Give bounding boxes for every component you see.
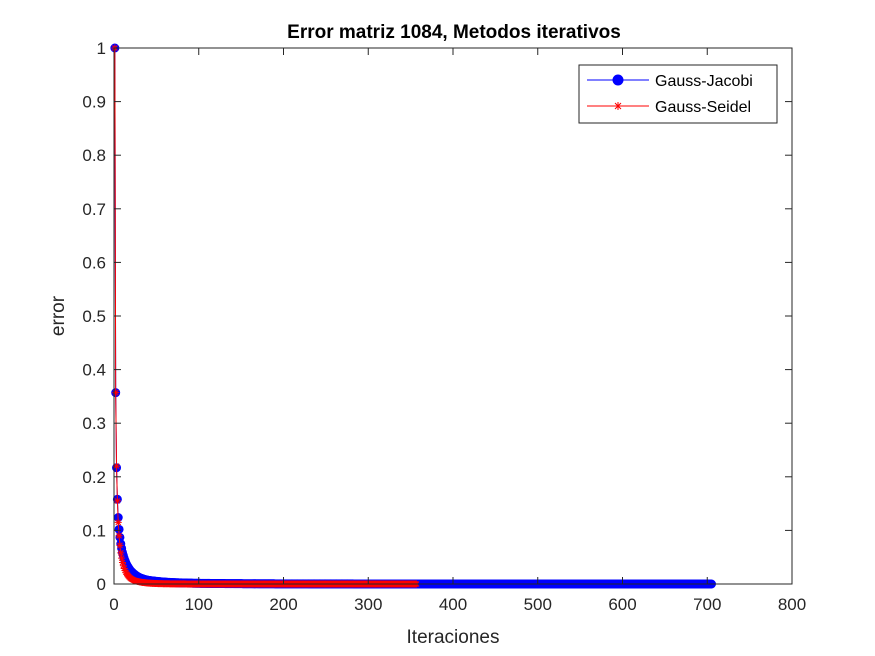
x-tick-label: 200 — [269, 595, 297, 614]
data-point — [118, 559, 126, 567]
plot-area — [110, 43, 716, 589]
x-axis-label: Iteraciones — [407, 627, 500, 648]
x-tick-label: 700 — [693, 595, 721, 614]
y-tick-label: 0.8 — [82, 146, 106, 165]
y-tick-label: 0.1 — [82, 521, 106, 540]
legend-entry: Gauss-Jacobi — [587, 73, 753, 90]
data-point — [113, 497, 121, 505]
data-point — [114, 518, 122, 526]
data-point — [120, 564, 128, 572]
y-tick-label: 0.5 — [82, 307, 106, 326]
legend-box — [578, 64, 778, 124]
x-tick-label: 300 — [354, 595, 382, 614]
y-tick-label: 0.6 — [82, 253, 106, 272]
y-tick-label: 0 — [97, 575, 106, 594]
axes-box — [113, 47, 793, 585]
data-point — [117, 549, 125, 557]
data-point — [115, 532, 123, 540]
y-tick-label: 0.9 — [82, 93, 106, 112]
x-tick-label: 400 — [439, 595, 467, 614]
chart-title: Error matriz 1084, Metodos iterativos — [287, 22, 621, 43]
data-point — [112, 389, 120, 397]
legend: Gauss-Jacobi Gauss-Seidel — [578, 64, 778, 124]
y-tick-label: 0.4 — [82, 361, 106, 380]
legend-marker — [614, 102, 622, 110]
y-axis-label: error — [48, 295, 69, 336]
x-tick-label: 800 — [778, 595, 806, 614]
legend-marker — [612, 74, 624, 86]
x-tick-label: 0 — [109, 595, 118, 614]
series-gauss-jacobi — [110, 43, 716, 589]
axes: 0 100 200 300 400 500 600 700 800 0 0.1 0.2 0.3 0.4 0.… — [82, 39, 806, 614]
y-tick-label: 0.3 — [82, 414, 106, 433]
series-line — [114, 47, 417, 585]
data-point — [121, 567, 129, 574]
data-point — [116, 541, 124, 549]
y-tick-label: 0.7 — [82, 200, 106, 219]
legend-entry: Gauss-Seidel — [587, 99, 751, 116]
x-tick-label: 600 — [608, 595, 636, 614]
legend-label: Gauss-Jacobi — [655, 73, 753, 90]
x-tick-label: 500 — [524, 595, 552, 614]
legend-label: Gauss-Seidel — [655, 99, 751, 116]
y-tick-label: 0.2 — [82, 468, 106, 487]
data-point — [113, 462, 121, 470]
x-tick-label: 100 — [185, 595, 213, 614]
series-line — [114, 47, 712, 585]
data-point — [119, 562, 127, 570]
y-tick-label: 1 — [97, 39, 106, 58]
series-gauss-seidel — [111, 44, 421, 588]
data-point — [118, 554, 126, 562]
